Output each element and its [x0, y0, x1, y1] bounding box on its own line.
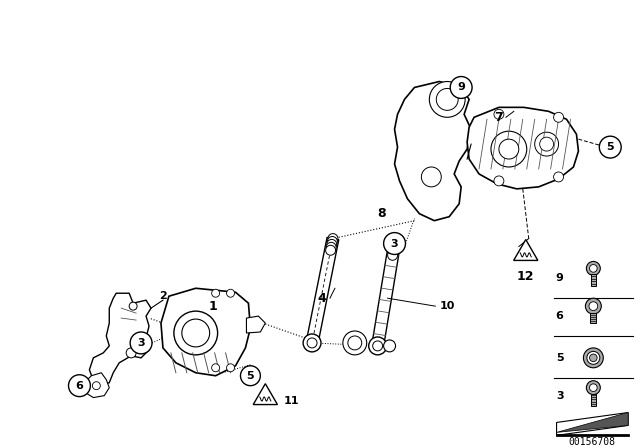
Circle shape: [589, 384, 597, 392]
Circle shape: [174, 311, 218, 355]
Circle shape: [389, 241, 399, 251]
Circle shape: [494, 109, 504, 119]
Circle shape: [589, 354, 597, 362]
Circle shape: [587, 351, 600, 364]
Circle shape: [227, 289, 234, 297]
Circle shape: [388, 245, 399, 254]
Circle shape: [212, 289, 220, 297]
Text: 12: 12: [517, 270, 534, 283]
Circle shape: [307, 338, 317, 348]
Text: 6: 6: [556, 311, 564, 321]
Polygon shape: [246, 316, 266, 333]
Bar: [591, 394, 596, 405]
Circle shape: [491, 131, 527, 167]
Text: 9: 9: [556, 273, 564, 283]
Circle shape: [241, 366, 260, 386]
Circle shape: [369, 337, 387, 355]
Circle shape: [589, 302, 598, 310]
Circle shape: [328, 237, 337, 246]
Circle shape: [450, 77, 472, 99]
Circle shape: [421, 167, 441, 187]
Circle shape: [554, 172, 564, 182]
Circle shape: [328, 233, 338, 244]
Circle shape: [182, 319, 210, 347]
Polygon shape: [467, 108, 579, 189]
Circle shape: [227, 364, 234, 372]
Polygon shape: [161, 288, 250, 376]
Circle shape: [130, 332, 152, 354]
Polygon shape: [372, 242, 401, 347]
Polygon shape: [557, 413, 628, 435]
Text: 2: 2: [159, 291, 167, 301]
Circle shape: [92, 382, 100, 390]
Circle shape: [589, 265, 597, 272]
Text: 8: 8: [378, 207, 386, 220]
Text: 6: 6: [76, 381, 83, 391]
Polygon shape: [306, 237, 339, 344]
Circle shape: [599, 136, 621, 158]
Polygon shape: [90, 293, 151, 386]
Text: 3: 3: [556, 391, 564, 401]
Text: 4: 4: [317, 292, 326, 305]
Circle shape: [212, 364, 220, 372]
Text: 5: 5: [556, 353, 564, 363]
Text: 3: 3: [137, 338, 145, 348]
Text: 5: 5: [607, 142, 614, 152]
Polygon shape: [514, 240, 538, 260]
Circle shape: [586, 262, 600, 276]
Bar: [591, 274, 596, 286]
Circle shape: [129, 302, 137, 310]
Circle shape: [383, 340, 396, 352]
Circle shape: [68, 375, 90, 396]
Text: 10: 10: [439, 301, 454, 311]
Circle shape: [388, 250, 397, 260]
Circle shape: [303, 334, 321, 352]
Circle shape: [534, 132, 559, 156]
Text: 00156708: 00156708: [569, 437, 616, 448]
Circle shape: [499, 139, 519, 159]
Circle shape: [327, 239, 337, 250]
Polygon shape: [83, 373, 109, 397]
Circle shape: [586, 381, 600, 395]
Circle shape: [586, 298, 602, 314]
Text: 3: 3: [391, 238, 398, 249]
Polygon shape: [557, 413, 628, 432]
Circle shape: [326, 246, 335, 255]
Circle shape: [429, 82, 465, 117]
Bar: [590, 313, 596, 323]
Circle shape: [126, 348, 136, 358]
Text: 5: 5: [246, 371, 254, 381]
Circle shape: [436, 88, 458, 110]
Circle shape: [554, 112, 564, 122]
Circle shape: [326, 242, 336, 252]
Circle shape: [343, 331, 367, 355]
Polygon shape: [394, 82, 471, 221]
Text: 9: 9: [457, 82, 465, 92]
Circle shape: [390, 238, 399, 249]
Circle shape: [372, 341, 383, 351]
Circle shape: [348, 336, 362, 350]
Circle shape: [540, 137, 554, 151]
Text: 1: 1: [208, 300, 217, 313]
Circle shape: [388, 247, 398, 257]
Circle shape: [383, 233, 406, 254]
Text: 11: 11: [284, 396, 299, 405]
Polygon shape: [253, 383, 277, 405]
Circle shape: [584, 348, 604, 368]
Text: 7: 7: [495, 111, 503, 124]
Circle shape: [494, 176, 504, 186]
